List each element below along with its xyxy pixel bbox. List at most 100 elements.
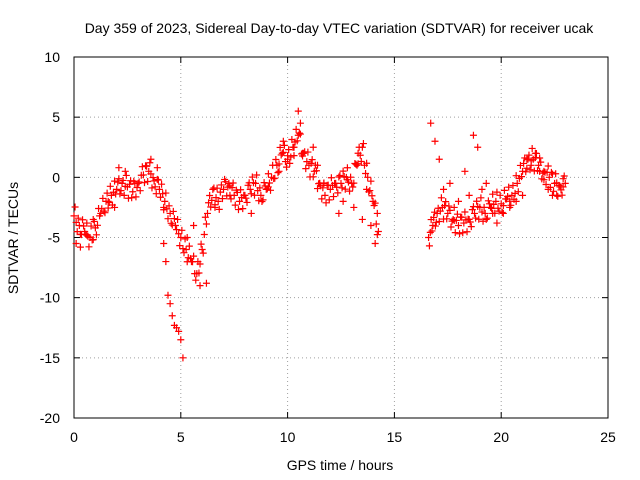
data-point xyxy=(126,180,134,188)
data-point xyxy=(175,327,183,335)
data-point xyxy=(179,245,187,253)
data-point xyxy=(468,206,476,214)
data-point xyxy=(101,209,109,217)
data-point xyxy=(275,167,283,175)
data-point xyxy=(249,179,257,187)
data-point xyxy=(368,192,376,200)
data-point xyxy=(290,152,298,160)
data-point xyxy=(299,149,307,157)
data-point xyxy=(488,204,496,212)
y-axis-label: SDTVAR / TECUs xyxy=(5,182,21,294)
data-point xyxy=(485,200,493,208)
data-point xyxy=(339,197,347,205)
data-point xyxy=(290,143,298,151)
data-point xyxy=(550,187,558,195)
data-point xyxy=(178,226,186,234)
data-point xyxy=(561,179,569,187)
data-point xyxy=(487,203,495,211)
data-point xyxy=(104,197,112,205)
data-point xyxy=(276,143,284,151)
data-point xyxy=(153,164,161,172)
data-point xyxy=(496,191,504,199)
x-axis-label: GPS time / hours xyxy=(287,457,394,473)
data-point xyxy=(512,197,520,205)
data-point xyxy=(536,154,544,162)
data-point xyxy=(255,197,263,205)
data-point xyxy=(147,170,155,178)
data-point xyxy=(495,207,503,215)
data-point xyxy=(343,164,351,172)
data-point xyxy=(358,215,366,223)
data-point xyxy=(520,159,528,167)
data-point xyxy=(204,209,211,217)
data-point xyxy=(461,208,469,216)
data-point xyxy=(183,234,191,241)
data-point xyxy=(309,173,317,181)
data-point xyxy=(531,149,539,157)
data-point xyxy=(505,183,513,191)
data-point xyxy=(544,185,552,193)
data-point xyxy=(152,190,160,198)
data-point xyxy=(304,148,312,156)
data-point xyxy=(357,157,365,165)
data-point xyxy=(265,179,273,187)
x-tick-label: 15 xyxy=(387,429,403,445)
data-point xyxy=(354,149,362,157)
data-point xyxy=(426,228,434,236)
data-point xyxy=(466,218,474,226)
data-point xyxy=(320,179,328,187)
data-point xyxy=(229,179,237,187)
y-tick-label: 5 xyxy=(52,109,60,125)
data-point xyxy=(363,185,371,193)
tick-labels: 0 5 10 15 20 25 10 5 0 -5 -10 -15 -20 xyxy=(40,49,616,445)
data-point xyxy=(99,194,107,202)
data-point xyxy=(93,221,101,229)
data-point xyxy=(242,194,250,202)
data-point xyxy=(467,223,475,231)
data-point xyxy=(372,220,380,228)
data-point xyxy=(151,183,159,191)
data-point xyxy=(445,202,453,210)
data-point xyxy=(119,176,127,184)
data-point xyxy=(271,174,279,182)
data-point xyxy=(326,185,334,193)
data-point xyxy=(478,185,486,193)
data-point xyxy=(89,236,97,244)
data-point xyxy=(527,161,535,169)
data-point xyxy=(246,185,254,193)
data-point xyxy=(76,243,84,251)
data-point xyxy=(336,171,344,179)
data-point xyxy=(281,158,289,166)
data-point xyxy=(483,214,491,222)
data-point xyxy=(373,231,381,239)
data-point xyxy=(161,197,169,205)
data-point xyxy=(287,153,295,161)
data-point xyxy=(201,213,209,221)
data-point xyxy=(554,192,562,200)
data-point xyxy=(70,212,78,220)
data-point xyxy=(343,176,351,184)
data-point xyxy=(452,216,460,224)
data-point xyxy=(169,207,177,215)
data-point xyxy=(471,209,478,217)
data-point xyxy=(148,184,156,192)
data-point xyxy=(371,240,379,248)
data-point xyxy=(155,185,163,193)
data-point xyxy=(428,227,436,235)
data-point xyxy=(111,203,119,211)
data-point xyxy=(463,228,471,236)
data-point xyxy=(177,336,185,344)
data-point xyxy=(264,170,272,178)
data-point xyxy=(364,173,372,181)
data-point xyxy=(89,215,97,223)
data-point xyxy=(121,182,129,190)
data-point xyxy=(498,208,506,216)
x-tick-label: 25 xyxy=(600,429,616,445)
data-point xyxy=(168,312,176,320)
x-tick-label: 10 xyxy=(280,429,296,445)
data-point xyxy=(446,179,454,187)
data-point xyxy=(335,209,343,217)
data-point xyxy=(214,197,222,205)
data-point xyxy=(137,171,145,179)
data-point xyxy=(196,282,204,290)
